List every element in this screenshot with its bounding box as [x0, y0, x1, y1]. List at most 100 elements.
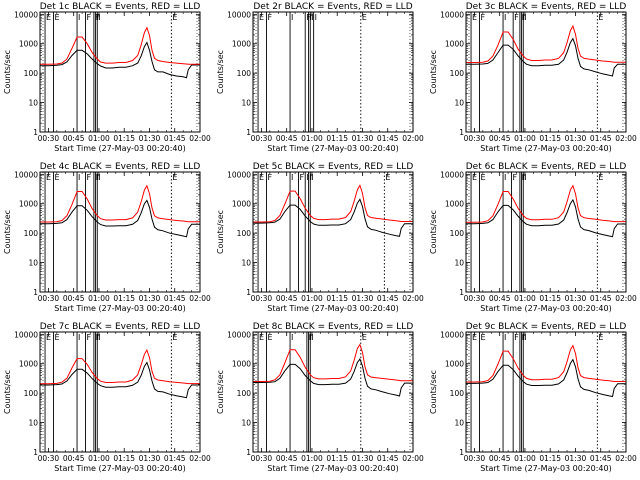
- flag-label: I: [315, 13, 317, 22]
- x-tick-label: 00:45: [276, 134, 298, 143]
- flag-label: E: [472, 13, 477, 22]
- y-tick-label: 10: [28, 259, 38, 268]
- y-tick-label: 10000: [14, 330, 38, 339]
- plot-frame: [252, 11, 414, 133]
- plot-frame: [252, 331, 414, 453]
- x-tick-label: 01:45: [590, 454, 612, 463]
- x-axis-label: Start Time (27-May-03 00:20:40): [54, 464, 185, 473]
- flag-label: F: [267, 13, 272, 22]
- y-tick-label: 100: [237, 229, 252, 238]
- x-axis-label: Start Time (27-May-03 00:20:40): [54, 144, 185, 153]
- flag-label: I: [521, 173, 523, 182]
- events-series-line: [466, 198, 626, 238]
- panel-title: Det 6c BLACK = Events, RED = LLD: [466, 162, 627, 172]
- x-tick-label: 00:45: [489, 294, 511, 303]
- x-axis-label: Start Time (27-May-03 00:20:40): [54, 304, 185, 313]
- detector-panel: Det 8c BLACK = Events, RED = LLD Counts/s…: [216, 322, 424, 473]
- x-tick-label: 00:45: [276, 294, 298, 303]
- y-tick-label: 1: [459, 288, 464, 297]
- flag-label: I: [524, 173, 526, 182]
- x-tick-label: 01:45: [377, 454, 399, 463]
- y-axis-label: Counts/sec: [429, 50, 438, 94]
- x-axis-label: Start Time (27-May-03 00:20:40): [267, 144, 398, 153]
- y-tick-label: 100: [450, 389, 465, 398]
- x-tick-label: 00:30: [38, 294, 60, 303]
- flag-label: E: [54, 333, 59, 342]
- y-tick-label: 1000: [445, 40, 464, 49]
- y-tick-label: 100: [24, 69, 39, 78]
- x-tick-label: 02:00: [402, 294, 424, 303]
- flag-label: I: [78, 333, 80, 342]
- plot-frame: [39, 171, 201, 293]
- x-axis-label: Start Time (27-May-03 00:20:40): [267, 304, 398, 313]
- lld-series-line: [40, 348, 200, 385]
- x-tick-label: 02:00: [615, 454, 637, 463]
- x-tick-label: 00:45: [489, 454, 511, 463]
- flag-label: I: [311, 13, 313, 22]
- flag-label: I: [523, 333, 525, 342]
- flag-label: I: [306, 173, 308, 182]
- detector-panel: Det 7c BLACK = Events, RED = LLD Counts/s…: [3, 322, 211, 473]
- y-tick-label: 10: [241, 99, 251, 108]
- x-tick-label: 01:15: [326, 454, 348, 463]
- x-tick-label: 00:30: [251, 134, 273, 143]
- flag-label: E: [598, 173, 603, 182]
- flag-label: E: [259, 333, 264, 342]
- flag-label: I: [311, 333, 313, 342]
- x-tick-label: 01:45: [164, 454, 186, 463]
- x-axis-label: Start Time (27-May-03 00:20:40): [480, 304, 611, 313]
- y-tick-label: 100: [24, 389, 39, 398]
- flag-label: I: [95, 333, 97, 342]
- y-axis-label: Counts/sec: [429, 210, 438, 254]
- x-tick-label: 01:00: [514, 454, 536, 463]
- flag-label: I: [311, 173, 313, 182]
- y-tick-label: 10000: [14, 10, 38, 19]
- flag-label: I: [523, 173, 525, 182]
- flag-label: E: [480, 333, 485, 342]
- y-tick-label: 1000: [445, 360, 464, 369]
- flag-label: E: [172, 333, 177, 342]
- x-tick-label: 01:30: [352, 454, 374, 463]
- x-tick-label: 01:30: [352, 294, 374, 303]
- panel-title: Det 5c BLACK = Events, RED = LLD: [253, 162, 414, 172]
- x-tick-label: 01:30: [139, 294, 161, 303]
- plot-frame: [252, 171, 414, 293]
- x-tick-label: 01:00: [88, 454, 110, 463]
- x-tick-label: 00:30: [38, 134, 60, 143]
- y-tick-label: 1: [246, 448, 251, 457]
- flag-label: I: [98, 173, 100, 182]
- y-tick-label: 10000: [227, 170, 251, 179]
- y-tick-label: 10: [454, 259, 464, 268]
- y-tick-label: 1: [459, 128, 464, 137]
- detector-panel: Det 3c BLACK = Events, RED = LLD Counts/s…: [429, 2, 637, 153]
- x-tick-label: 01:00: [301, 134, 323, 143]
- flag-label: F: [480, 13, 485, 22]
- events-series-line: [466, 37, 626, 77]
- lld-series-line: [466, 344, 626, 383]
- flag-label: I: [521, 333, 523, 342]
- x-tick-label: 02:00: [189, 294, 211, 303]
- flag-label: I: [524, 13, 526, 22]
- x-tick-label: 01:45: [590, 294, 612, 303]
- x-tick-label: 00:30: [251, 454, 273, 463]
- y-tick-label: 1: [33, 448, 38, 457]
- panel-title: Det 4c BLACK = Events, RED = LLD: [40, 162, 201, 172]
- x-tick-label: 02:00: [189, 134, 211, 143]
- panel-title: Det 8c BLACK = Events, RED = LLD: [253, 322, 414, 332]
- y-tick-label: 100: [450, 69, 465, 78]
- lld-series-line: [466, 24, 626, 63]
- x-tick-label: 01:30: [352, 134, 374, 143]
- events-series-line: [253, 357, 413, 397]
- x-tick-label: 01:45: [164, 134, 186, 143]
- y-tick-label: 1: [459, 448, 464, 457]
- x-tick-label: 01:45: [590, 134, 612, 143]
- x-axis-label: Start Time (27-May-03 00:20:40): [267, 464, 398, 473]
- detector-panel: Det 4c BLACK = Events, RED = LLD Counts/s…: [3, 162, 211, 313]
- x-tick-label: 01:30: [565, 454, 587, 463]
- x-tick-label: 00:30: [251, 294, 273, 303]
- y-tick-label: 1000: [445, 200, 464, 209]
- flag-label: I: [97, 333, 99, 342]
- flag-label: F: [514, 13, 519, 22]
- x-tick-label: 02:00: [402, 454, 424, 463]
